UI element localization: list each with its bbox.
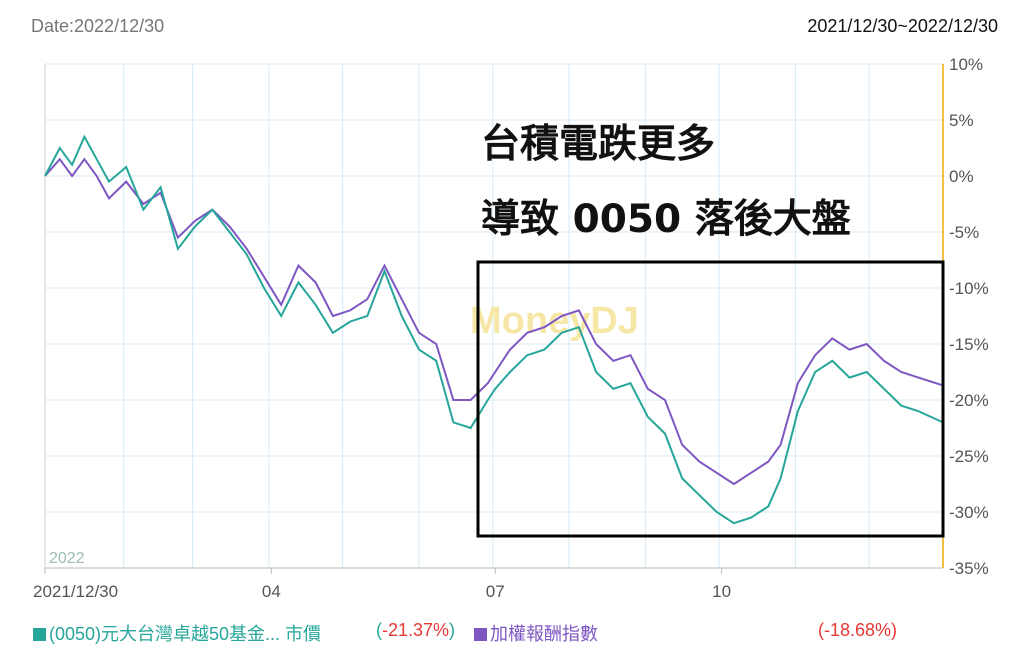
series-line-0050-market-price [44,134,944,525]
y-tick-label: -20% [949,391,989,410]
legend-label-taiex: 加權報酬指數 [490,624,598,644]
x-tick-label: 07 [486,582,505,601]
year-label: 2022 [49,550,85,567]
x-tick-labels: 2021/12/30 04 07 10 [33,568,731,601]
legend-pct-taiex-value: -18.68% [824,620,892,640]
legend-series-taiex[interactable]: 加權報酬指數 [474,620,598,646]
y-tick-label: 5% [949,111,974,130]
legend-label-0050: (0050)元大台灣卓越50基金... 市價 [49,624,322,644]
y-tick-labels: 10% 5% 0% -5% -10% -15% -20% -25% -30% -35% [949,55,989,578]
y-tick-label: 0% [949,167,974,186]
date-label: Date:2022/12/30 [31,16,165,36]
y-tick-label: 10% [949,55,983,74]
plot-area [45,64,943,568]
legend-swatch-0050 [33,628,46,641]
vertical-gridlines [123,64,870,568]
y-tick-label: -35% [949,559,989,578]
x-tick-label: 04 [262,582,281,601]
legend-pct-0050: (-21.37%) [376,620,456,640]
y-tick-label: -5% [949,223,979,242]
legend-pct-taiex: (-18.68%) [818,620,898,640]
y-tick-label: -15% [949,335,989,354]
highlight-box [476,260,945,538]
series-line-taiex-return-index [44,157,944,486]
annotation-line-1: 台積電跌更多 [481,122,715,167]
legend-pct-0050-value: -21.37% [382,620,450,640]
y-tick-label: -30% [949,503,989,522]
date-range-label: 2021/12/30~2022/12/30 [807,16,998,36]
annotation-line-2: 導致 0050 落後大盤 [481,197,851,242]
horizontal-gridlines [45,63,943,569]
y-tick-label: -25% [949,447,989,466]
x-tick-label: 10 [712,582,731,601]
x-tick-label: 2021/12/30 [33,582,118,601]
legend-swatch-taiex [474,628,487,641]
legend-series-0050[interactable]: (0050)元大台灣卓越50基金... 市價 [33,620,321,646]
y-tick-label: -10% [949,279,989,298]
